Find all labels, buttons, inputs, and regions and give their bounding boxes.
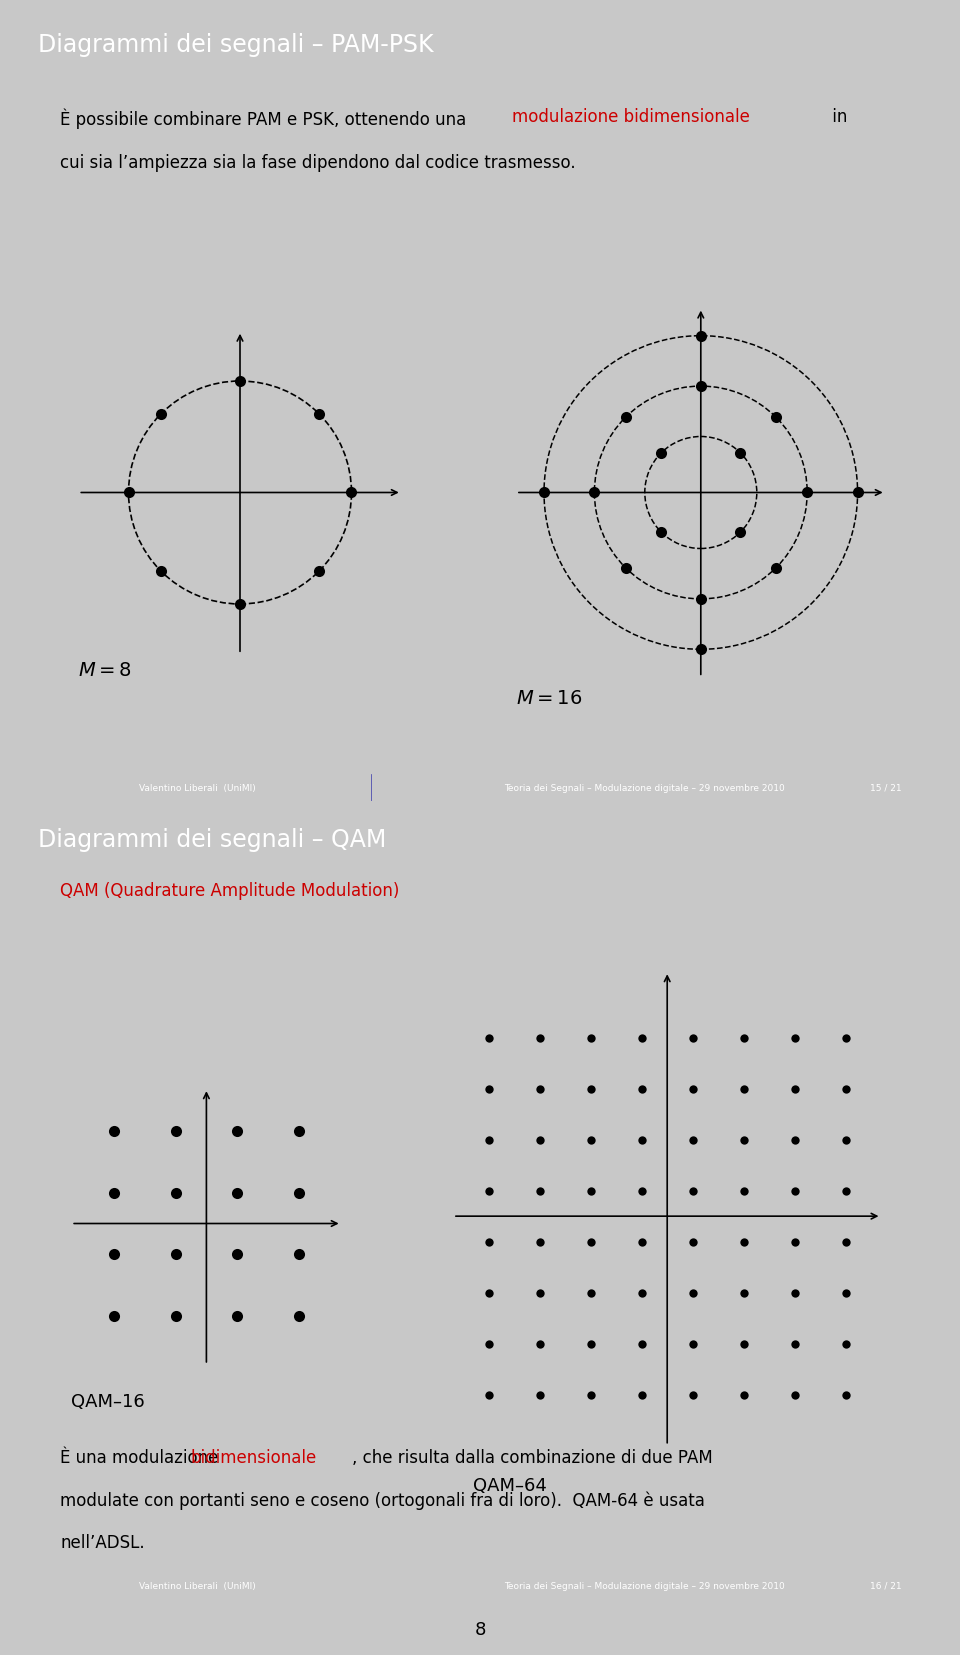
Text: in: in: [827, 108, 847, 126]
Text: QAM (Quadrature Amplitude Modulation): QAM (Quadrature Amplitude Modulation): [60, 882, 400, 900]
Text: Diagrammi dei segnali – QAM: Diagrammi dei segnali – QAM: [37, 828, 386, 851]
Text: Valentino Liberali  (UniMI): Valentino Liberali (UniMI): [139, 783, 255, 793]
Text: Teoria dei Segnali – Modulazione digitale – 29 novembre 2010: Teoria dei Segnali – Modulazione digital…: [504, 783, 784, 793]
Text: È possibile combinare PAM e PSK, ottenendo una: È possibile combinare PAM e PSK, ottenen…: [60, 108, 472, 129]
Text: , che risulta dalla combinazione di due PAM: , che risulta dalla combinazione di due …: [352, 1448, 713, 1466]
Text: nell’ADSL.: nell’ADSL.: [60, 1533, 145, 1551]
Text: modulazione bidimensionale: modulazione bidimensionale: [512, 108, 750, 126]
Text: È una modulazione: È una modulazione: [60, 1448, 224, 1466]
Text: QAM–64: QAM–64: [473, 1476, 547, 1494]
Text: 16 / 21: 16 / 21: [870, 1581, 901, 1590]
Text: 8: 8: [474, 1620, 486, 1637]
Text: cui sia l’ampiezza sia la fase dipendono dal codice trasmesso.: cui sia l’ampiezza sia la fase dipendono…: [60, 154, 576, 172]
Text: $M = 8$: $M = 8$: [79, 660, 132, 679]
Text: $M = 16$: $M = 16$: [516, 688, 583, 708]
Text: QAM–16: QAM–16: [71, 1392, 145, 1410]
Text: Diagrammi dei segnali – PAM-PSK: Diagrammi dei segnali – PAM-PSK: [37, 33, 433, 56]
Text: bidimensionale: bidimensionale: [191, 1448, 317, 1466]
Text: Valentino Liberali  (UniMI): Valentino Liberali (UniMI): [139, 1581, 255, 1590]
Text: modulate con portanti seno e coseno (ortogonali fra di loro).  QAM-64 è usata: modulate con portanti seno e coseno (ort…: [60, 1491, 706, 1509]
Text: 15 / 21: 15 / 21: [870, 783, 901, 793]
Text: Teoria dei Segnali – Modulazione digitale – 29 novembre 2010: Teoria dei Segnali – Modulazione digital…: [504, 1581, 784, 1590]
